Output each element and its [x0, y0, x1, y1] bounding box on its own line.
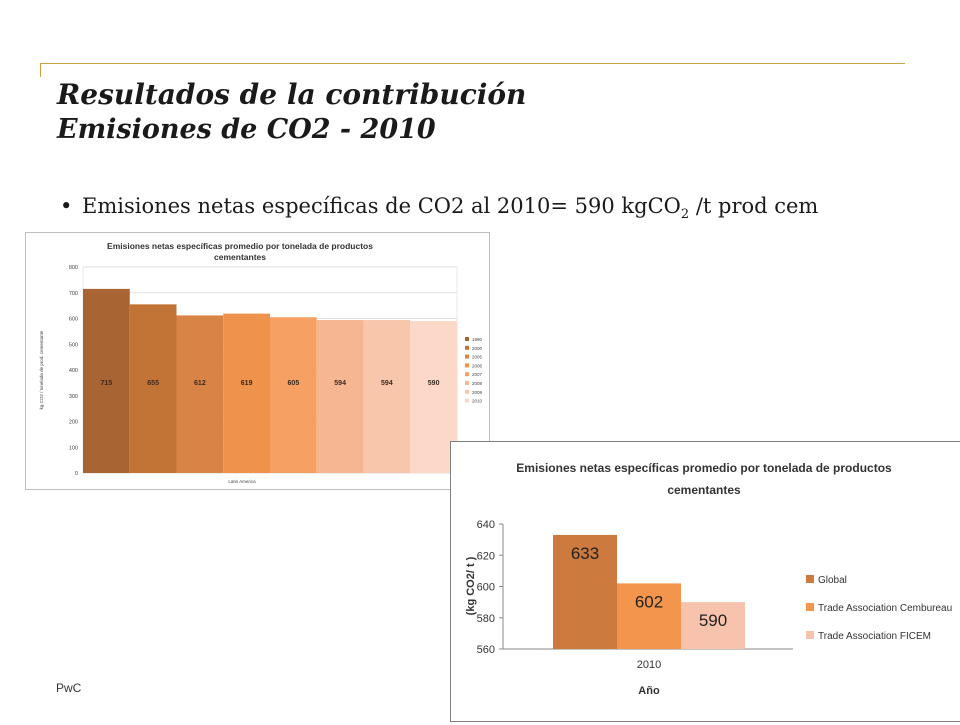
chart2-title-line2: cementantes — [667, 483, 741, 497]
chart2-y-tick-label: 580 — [477, 613, 495, 625]
chart1-data-label: 590 — [428, 380, 440, 387]
chart1-y-tick-label: 0 — [75, 471, 78, 477]
bullet-text-end: /t prod cem — [689, 194, 819, 218]
chart-2010-comparison: Emisiones netas específicas promedio por… — [450, 441, 960, 722]
chart2-legend-label: Global — [818, 575, 847, 586]
chart2-legend-swatch — [806, 575, 814, 583]
chart-latin-america-svg: Emisiones netas específicas promedio por… — [39, 241, 483, 484]
chart2-bar — [553, 534, 617, 649]
chart1-y-tick-label: 600 — [69, 317, 78, 323]
bullet-text: Emisiones netas específicas de CO2 al 20… — [82, 194, 681, 218]
chart1-legend-swatch — [465, 354, 469, 359]
chart1-data-label: 594 — [334, 380, 346, 387]
chart1-legend-swatch — [465, 337, 469, 341]
chart2-data-label: 602 — [635, 592, 663, 611]
chart2-y-tick-label: 620 — [477, 550, 495, 562]
chart1-legend-label: 2000 — [472, 346, 483, 351]
chart1-data-label: 612 — [194, 380, 206, 387]
slide-title: Resultados de la contribución — [57, 78, 527, 111]
chart2-x-label: Año — [638, 685, 660, 697]
chart2-legend-swatch — [806, 631, 814, 639]
chart1-legend-label: 1990 — [472, 337, 483, 342]
chart2-legend-swatch — [806, 603, 814, 611]
chart-latin-america: Emisiones netas específicas promedio por… — [25, 232, 490, 490]
chart2-y-label: (kg CO2/ t ) — [465, 556, 477, 615]
bullet-subscript: 2 — [680, 207, 690, 223]
chart1-bar — [223, 313, 270, 473]
chart1-title-line1: Emisiones netas específicas promedio por… — [107, 241, 373, 251]
chart1-bar — [83, 288, 130, 473]
chart2-data-label: 633 — [571, 544, 599, 563]
chart1-y-tick-label: 300 — [69, 394, 78, 400]
chart1-y-label: kg CO2 / tonelada de prod. cementante — [39, 330, 44, 409]
chart1-bar — [176, 315, 224, 473]
chart1-legend-label: 2006 — [472, 363, 483, 368]
chart1-y-tick-label: 200 — [69, 420, 78, 426]
chart1-legend-swatch — [465, 345, 469, 350]
chart2-legend-label: Trade Association FICEM — [818, 631, 931, 642]
top-divider-line — [40, 63, 905, 64]
chart1-y-tick-label: 100 — [69, 445, 78, 451]
slide-subtitle: Emisiones de CO2 - 2010 — [57, 114, 436, 145]
chart1-legend-swatch — [465, 372, 469, 377]
chart1-bar — [316, 320, 364, 473]
chart2-bar — [617, 583, 681, 649]
chart1-data-label: 619 — [241, 380, 253, 387]
chart1-bar — [129, 304, 177, 473]
chart1-title-line2: cementantes — [214, 252, 266, 262]
bullet-marker: • — [60, 194, 73, 218]
chart1-legend-label: 2008 — [472, 381, 483, 386]
chart1-y-tick-label: 400 — [69, 368, 78, 374]
chart1-legend-label: 2005 — [472, 355, 483, 360]
chart1-legend-swatch — [465, 363, 469, 368]
chart2-bar — [681, 602, 745, 649]
chart1-data-label: 605 — [288, 380, 300, 387]
chart1-y-tick-label: 800 — [69, 265, 78, 271]
chart1-data-label: 715 — [101, 380, 113, 387]
chart1-legend-label: 2007 — [472, 372, 483, 377]
chart2-y-tick-label: 600 — [477, 582, 495, 594]
chart1-legend-swatch — [465, 389, 469, 394]
chart2-category-label: 2010 — [637, 659, 661, 671]
chart1-bar — [363, 320, 411, 473]
chart2-legend-label: Trade Association Cembureau — [818, 603, 952, 614]
chart2-y-tick-label: 640 — [477, 519, 495, 531]
chart1-legend-swatch — [465, 398, 469, 403]
chart1-data-label: 594 — [381, 380, 393, 387]
chart1-legend-swatch — [465, 381, 469, 385]
chart2-y-tick-label: 560 — [477, 644, 495, 656]
chart1-legend-label: 2009 — [472, 390, 483, 395]
chart1-data-label: 655 — [147, 380, 159, 387]
chart-2010-comparison-svg: Emisiones netas específicas promedio por… — [465, 461, 952, 697]
chart2-title-line1: Emisiones netas específicas promedio por… — [516, 461, 892, 475]
chart1-y-tick-label: 700 — [69, 291, 78, 297]
chart1-bar — [410, 321, 457, 473]
footer-brand: PwC — [56, 681, 82, 695]
chart1-legend-label: 2010 — [472, 399, 483, 404]
chart1-bar — [270, 317, 317, 473]
top-divider-tick — [40, 63, 41, 77]
chart2-data-label: 590 — [699, 611, 727, 630]
chart1-x-label: Latin America — [228, 479, 256, 484]
bullet-point: • Emisiones netas específicas de CO2 al 2… — [60, 194, 818, 222]
chart1-y-tick-label: 500 — [69, 342, 78, 348]
